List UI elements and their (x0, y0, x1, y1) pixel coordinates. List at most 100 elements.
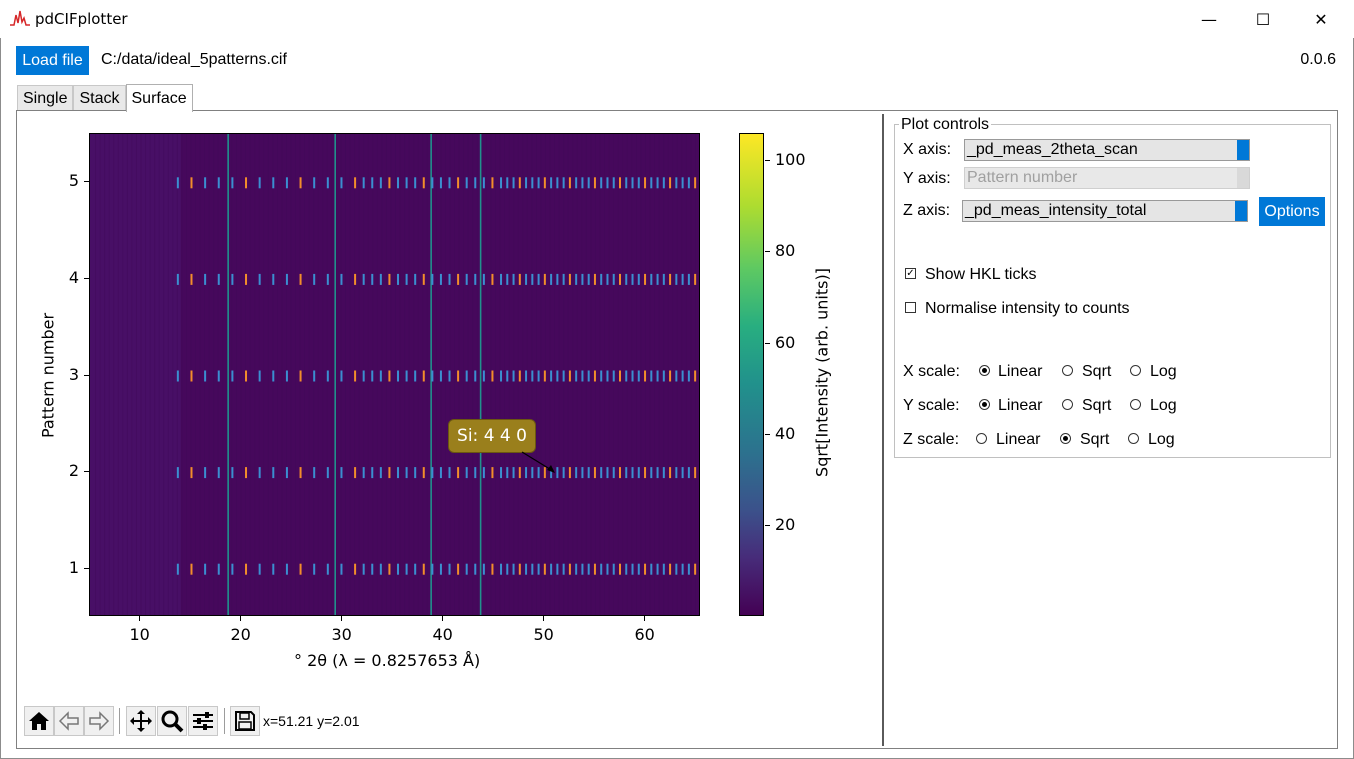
normalise-checkbox[interactable] (905, 302, 916, 313)
y-scale-sqrt-label[interactable]: Sqrt (1082, 397, 1112, 414)
hkl-tick (512, 370, 515, 382)
y-scale-log-label[interactable]: Log (1150, 397, 1177, 414)
hkl-tick (422, 370, 425, 382)
hkl-tick (587, 563, 590, 575)
hkl-tick (371, 273, 374, 285)
tab-stack[interactable]: Stack (73, 85, 126, 111)
hkl-tick (371, 563, 374, 575)
hkl-tick (637, 563, 640, 575)
x-scale-sqrt-label[interactable]: Sqrt (1082, 363, 1112, 380)
hkl-tick (669, 273, 672, 285)
heatmap-column (104, 134, 106, 615)
maximize-button[interactable]: ☐ (1255, 9, 1271, 29)
panel-splitter[interactable] (882, 114, 884, 746)
hkl-tick (625, 177, 628, 189)
hkl-tick (625, 467, 628, 479)
hkl-tick (285, 467, 288, 479)
options-button[interactable]: Options (1259, 197, 1325, 226)
hkl-tick (625, 563, 628, 575)
z-scale-log-label[interactable]: Log (1148, 431, 1175, 448)
background-band (90, 134, 181, 615)
hkl-tick (687, 273, 690, 285)
x-scale-sqrt-radio[interactable] (1062, 365, 1073, 376)
hkl-tick (457, 273, 460, 285)
hkl-tick (176, 467, 179, 479)
tab-single[interactable]: Single (17, 85, 74, 111)
z-scale-sqrt-radio[interactable] (1060, 433, 1071, 444)
heatmap-column (235, 134, 237, 615)
pan-button[interactable] (126, 706, 156, 736)
heatmap-column (485, 134, 487, 615)
x-axis-label: ° 2θ (λ = 0.8257653 Å) (294, 651, 481, 670)
hkl-tick (405, 467, 408, 479)
show-hkl-label[interactable]: Show HKL ticks (925, 266, 1037, 283)
chevron-down-icon (1237, 140, 1249, 160)
hkl-tick (656, 273, 659, 285)
minimize-button[interactable]: — (1201, 9, 1217, 29)
configure-subplots-button[interactable] (188, 706, 218, 736)
x-scale-log-radio[interactable] (1130, 365, 1141, 376)
hkl-tick (448, 273, 451, 285)
title-bar: pdCIFplotter — ☐ ✕ (0, 0, 1354, 38)
hkl-tick (550, 563, 553, 575)
heatmap-column (404, 134, 406, 615)
z-scale-linear-label[interactable]: Linear (996, 431, 1041, 448)
z-scale-linear-radio[interactable] (976, 433, 987, 444)
surface-plot[interactable] (89, 133, 700, 616)
z-scale-sqrt-label[interactable]: Sqrt (1080, 431, 1110, 448)
hkl-tick (568, 563, 571, 575)
tab-surface[interactable]: Surface (125, 84, 193, 112)
x-scale-log-label[interactable]: Log (1150, 363, 1177, 380)
back-button[interactable] (54, 706, 84, 736)
show-hkl-checkbox[interactable]: ✓ (905, 268, 916, 279)
x-scale-linear-radio[interactable] (979, 365, 990, 376)
heatmap-column (267, 134, 269, 615)
hkl-tick (506, 467, 509, 479)
y-tick-label: 3 (68, 364, 79, 384)
heatmap-column (540, 134, 542, 615)
hkl-tick (431, 177, 434, 189)
hkl-tick (272, 370, 275, 382)
home-button[interactable] (24, 706, 54, 736)
load-file-button[interactable]: Load file (16, 46, 89, 75)
hkl-tick (506, 273, 509, 285)
hkl-tick (675, 370, 678, 382)
hkl-tick (618, 467, 621, 479)
hkl-tick (422, 177, 425, 189)
hkl-tick (543, 563, 546, 575)
colorbar-tick-label: 40 (775, 423, 796, 443)
hkl-tick (562, 273, 565, 285)
hkl-tick (600, 370, 603, 382)
hkl-tick (379, 563, 382, 575)
heatmap-column (331, 134, 333, 615)
z-axis-select[interactable]: _pd_meas_intensity_total (962, 200, 1248, 222)
hkl-tick (625, 370, 628, 382)
hkl-tick (593, 177, 596, 189)
hkl-tick (575, 467, 578, 479)
hkl-tick (650, 273, 653, 285)
hkl-tick (354, 467, 357, 479)
save-button[interactable] (230, 706, 260, 736)
close-button[interactable]: ✕ (1314, 9, 1328, 29)
forward-button[interactable] (84, 706, 114, 736)
y-scale-log-radio[interactable] (1130, 399, 1141, 410)
zoom-button[interactable] (157, 706, 187, 736)
hkl-tick (512, 273, 515, 285)
y-scale-label: Y scale: (903, 397, 960, 414)
y-axis-select[interactable]: Pattern number (964, 167, 1250, 189)
hkl-tick (687, 177, 690, 189)
y-scale-linear-radio[interactable] (979, 399, 990, 410)
y-scale-sqrt-radio[interactable] (1062, 399, 1073, 410)
heatmap-column (672, 134, 674, 615)
x-axis-select[interactable]: _pd_meas_2theta_scan (964, 139, 1250, 161)
x-scale-linear-label[interactable]: Linear (998, 363, 1043, 380)
y-scale-linear-label[interactable]: Linear (998, 397, 1043, 414)
heatmap-column (599, 134, 601, 615)
normalise-label[interactable]: Normalise intensity to counts (925, 300, 1130, 317)
hkl-tick (457, 370, 460, 382)
z-scale-log-radio[interactable] (1128, 433, 1139, 444)
hkl-tick (362, 370, 365, 382)
heatmap-column (181, 134, 183, 615)
hkl-tick (612, 177, 615, 189)
heatmap-column (535, 134, 537, 615)
